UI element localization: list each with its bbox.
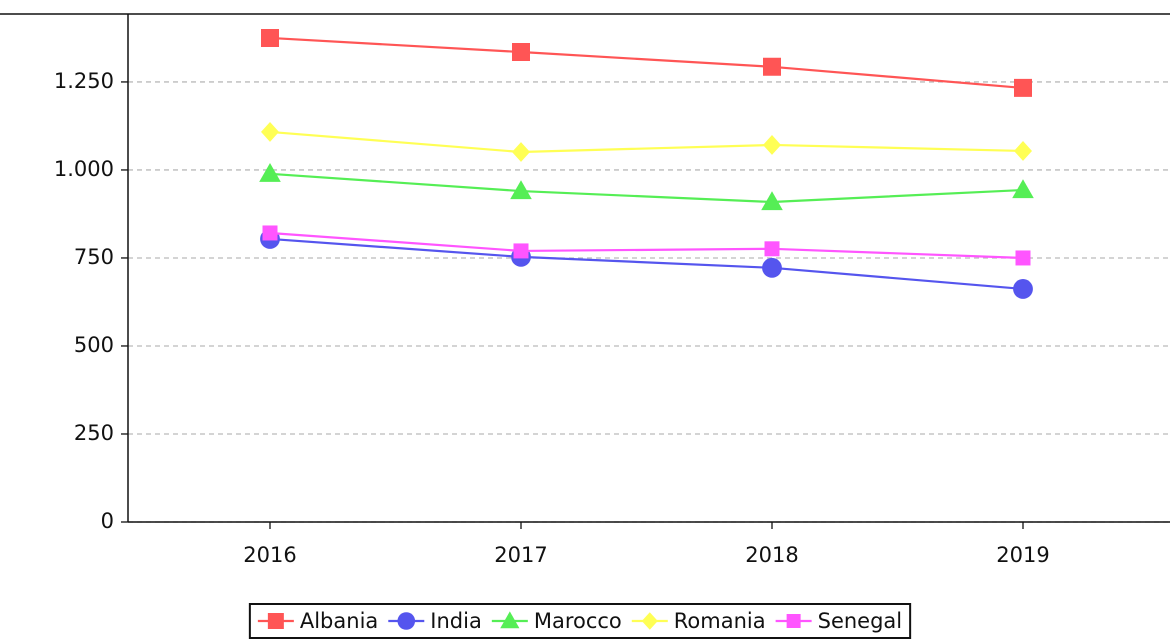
marker [513, 243, 529, 259]
marker [763, 135, 781, 155]
marker [641, 612, 658, 630]
legend-label: India [430, 609, 482, 633]
y-tick-label: 250 [74, 421, 114, 445]
marker [786, 614, 801, 628]
marker [261, 28, 279, 47]
series-line [269, 172, 1024, 204]
marker [397, 612, 416, 630]
legend-item: Albania [257, 609, 378, 633]
marker [261, 122, 279, 142]
legend-item: India [388, 609, 482, 633]
marker [763, 57, 781, 76]
series-line [269, 130, 1024, 154]
legend-label: Senegal [818, 609, 903, 633]
marker [1012, 179, 1034, 199]
series-line [269, 237, 1024, 291]
marker [1014, 78, 1032, 97]
y-tick-label: 1.000 [54, 157, 114, 181]
marker [512, 43, 530, 62]
y-tick-label: 1.250 [54, 69, 114, 93]
legend-item: Romania [631, 609, 766, 633]
marker [1013, 279, 1033, 299]
marker [512, 142, 530, 162]
legend-label: Marocco [534, 609, 622, 633]
x-tick-label: 2016 [243, 543, 296, 567]
series-line [269, 36, 1024, 90]
legend-label: Albania [300, 609, 378, 633]
marker [510, 180, 532, 200]
marker [761, 191, 783, 211]
marker [762, 257, 782, 278]
x-tick-label: 2017 [494, 543, 547, 567]
marker [1014, 141, 1032, 161]
series-line [269, 231, 1024, 260]
marker [259, 163, 281, 182]
x-tick-label: 2019 [996, 543, 1049, 567]
x-tick-label: 2018 [745, 543, 798, 567]
y-tick-label: 500 [74, 333, 114, 357]
y-tick-label: 750 [74, 245, 114, 269]
marker [267, 613, 284, 629]
legend-item: Senegal [775, 609, 903, 633]
legend-item: Marocco [491, 609, 622, 633]
marker [764, 241, 780, 257]
marker [1015, 250, 1031, 266]
y-tick-label: 0 [101, 509, 114, 533]
marker [500, 611, 520, 629]
legend: Albania India Marocco Romania Senegal [248, 603, 912, 639]
legend-label: Romania [674, 609, 766, 633]
marker [262, 225, 278, 241]
